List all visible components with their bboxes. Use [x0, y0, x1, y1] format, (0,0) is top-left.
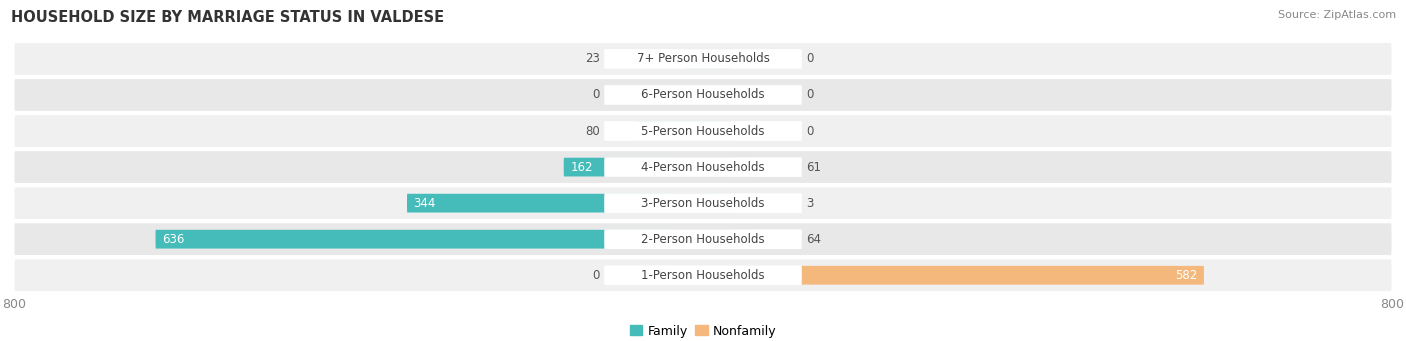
- Text: 61: 61: [807, 161, 821, 174]
- FancyBboxPatch shape: [605, 229, 801, 249]
- FancyBboxPatch shape: [605, 265, 801, 285]
- FancyBboxPatch shape: [683, 49, 733, 68]
- Text: 80: 80: [585, 124, 599, 137]
- Text: 0: 0: [807, 124, 814, 137]
- FancyBboxPatch shape: [673, 266, 1204, 285]
- FancyBboxPatch shape: [14, 223, 1392, 255]
- Text: 2-Person Households: 2-Person Households: [641, 233, 765, 246]
- Text: 64: 64: [807, 233, 821, 246]
- Text: 0: 0: [592, 89, 599, 102]
- Text: 7+ Person Households: 7+ Person Households: [637, 53, 769, 65]
- Text: 162: 162: [571, 161, 593, 174]
- Text: HOUSEHOLD SIZE BY MARRIAGE STATUS IN VALDESE: HOUSEHOLD SIZE BY MARRIAGE STATUS IN VAL…: [11, 10, 444, 25]
- FancyBboxPatch shape: [634, 122, 733, 140]
- FancyBboxPatch shape: [14, 151, 1392, 183]
- FancyBboxPatch shape: [14, 43, 1392, 75]
- FancyBboxPatch shape: [605, 49, 801, 69]
- FancyBboxPatch shape: [673, 194, 706, 212]
- Text: 6-Person Households: 6-Person Households: [641, 89, 765, 102]
- Legend: Family, Nonfamily: Family, Nonfamily: [624, 320, 782, 341]
- FancyBboxPatch shape: [605, 121, 801, 141]
- Text: 636: 636: [162, 233, 184, 246]
- FancyBboxPatch shape: [14, 79, 1392, 111]
- FancyBboxPatch shape: [14, 115, 1392, 147]
- Text: 23: 23: [585, 53, 599, 65]
- Text: 5-Person Households: 5-Person Households: [641, 124, 765, 137]
- FancyBboxPatch shape: [605, 85, 801, 105]
- FancyBboxPatch shape: [406, 194, 733, 212]
- FancyBboxPatch shape: [673, 158, 755, 176]
- FancyBboxPatch shape: [605, 157, 801, 177]
- FancyBboxPatch shape: [673, 230, 758, 249]
- Text: 1-Person Households: 1-Person Households: [641, 269, 765, 282]
- Text: 3: 3: [807, 197, 814, 210]
- Text: 3-Person Households: 3-Person Households: [641, 197, 765, 210]
- FancyBboxPatch shape: [14, 260, 1392, 291]
- Text: 344: 344: [413, 197, 436, 210]
- FancyBboxPatch shape: [156, 230, 733, 249]
- Text: 0: 0: [592, 269, 599, 282]
- Text: 4-Person Households: 4-Person Households: [641, 161, 765, 174]
- FancyBboxPatch shape: [14, 187, 1392, 219]
- Text: Source: ZipAtlas.com: Source: ZipAtlas.com: [1278, 10, 1396, 20]
- Text: 0: 0: [807, 89, 814, 102]
- Text: 582: 582: [1175, 269, 1198, 282]
- Text: 0: 0: [807, 53, 814, 65]
- FancyBboxPatch shape: [605, 193, 801, 213]
- FancyBboxPatch shape: [564, 158, 733, 176]
